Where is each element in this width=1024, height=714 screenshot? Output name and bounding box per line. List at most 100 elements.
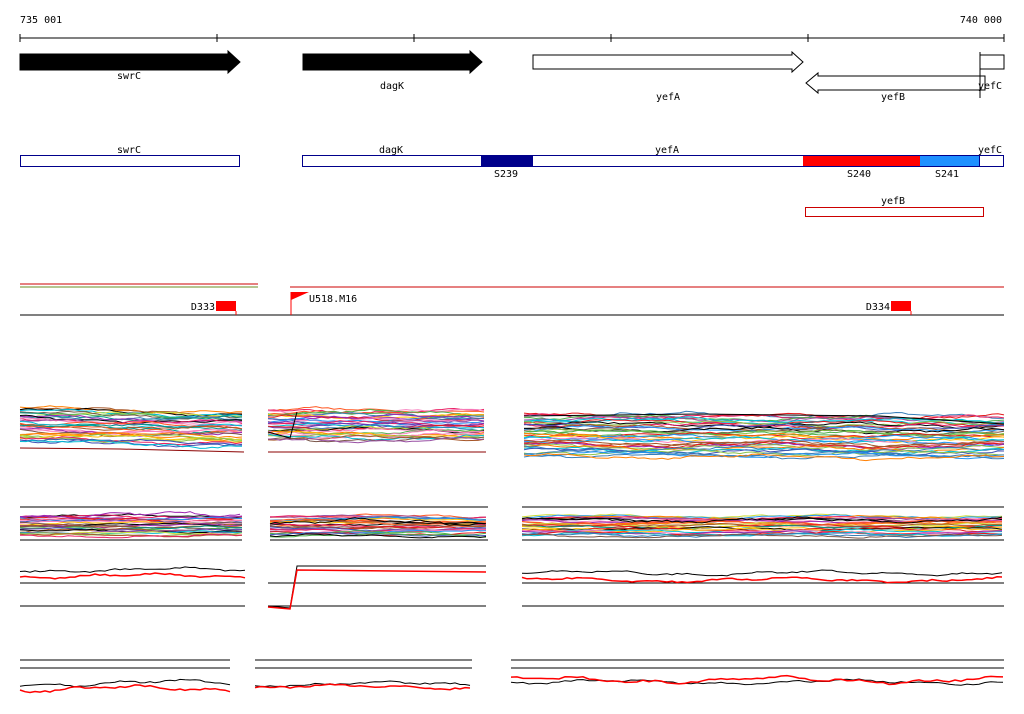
signal-trace	[521, 533, 1003, 539]
feature-D334[interactable]: D334	[866, 301, 912, 315]
antisense-label: yefB	[881, 196, 905, 207]
gene-dagK[interactable]: dagK	[302, 49, 483, 92]
signal-trace	[19, 415, 243, 422]
signal-trace	[523, 441, 1005, 450]
signal-trace	[19, 434, 243, 443]
feature-label: D334	[866, 302, 890, 313]
segment-track: swrC dagK yefA yefC S239 S240 S241 yefB	[20, 145, 1004, 217]
signal-trace	[19, 526, 243, 533]
gene-label: dagK	[380, 81, 404, 92]
transcript-label: swrC	[117, 145, 141, 156]
gene-yefB[interactable]: yefB	[805, 71, 986, 103]
signal-trace	[523, 430, 1005, 439]
signal-trace	[19, 438, 243, 448]
signal-trace	[521, 569, 1003, 577]
feature-label: U518.M16	[309, 294, 357, 305]
signal-trace	[19, 566, 246, 573]
signal-trace	[523, 447, 1005, 456]
signal-trace	[523, 420, 1005, 428]
signal-trace	[269, 521, 487, 527]
coordinate-ruler: 735 001 740 000	[19, 15, 1005, 42]
signal-trace	[267, 410, 485, 419]
signal-trace	[267, 427, 485, 435]
signal-trace	[521, 576, 1003, 584]
signal-trace	[523, 451, 1005, 460]
transcript-label: dagK	[379, 145, 403, 156]
signal-trace	[19, 511, 241, 519]
antisense-yefB[interactable]	[805, 207, 984, 217]
feature-track: D333 U518.M16 D334	[20, 283, 1004, 316]
signal-trace	[19, 572, 246, 580]
signal-trace	[19, 523, 243, 529]
gene-arrow[interactable]	[805, 71, 986, 95]
feature-box[interactable]	[891, 301, 911, 311]
signal-trace	[267, 414, 485, 422]
signal-trace	[19, 678, 231, 688]
signal-trace	[523, 452, 1005, 460]
gene-arrow[interactable]	[302, 49, 483, 75]
gene-yefC[interactable]: yefC	[978, 52, 1005, 98]
gene-yefA[interactable]: yefA	[532, 50, 804, 103]
gene-label: yefB	[881, 92, 905, 103]
segment-S240[interactable]	[803, 156, 920, 166]
signal-trace	[254, 683, 471, 691]
segment-S241[interactable]	[920, 156, 979, 166]
signal-trace	[267, 413, 485, 421]
gene-label: swrC	[117, 71, 141, 82]
signal-trace	[510, 678, 1004, 686]
feature-box[interactable]	[216, 301, 236, 311]
end-coordinate: 740 000	[960, 15, 1002, 26]
gene-swrC[interactable]: swrC	[19, 49, 241, 82]
feature-label: D333	[191, 302, 215, 313]
signal-trace	[268, 417, 485, 425]
signal-trace	[510, 674, 1004, 686]
feature-U518[interactable]: U518.M16	[290, 292, 357, 315]
signal-trace	[19, 438, 243, 446]
gene-arrow[interactable]	[979, 54, 1005, 70]
signal-trace	[254, 680, 471, 688]
signal-trace	[523, 416, 1005, 425]
signal-trace	[269, 527, 487, 533]
segment-label: S240	[847, 169, 871, 180]
signal-trace	[19, 424, 243, 434]
signal-trace	[267, 419, 485, 427]
signal-trace	[19, 412, 242, 422]
gene-track: swrC dagK yefA yefB yefC	[19, 49, 1005, 103]
signal-trace	[269, 517, 486, 526]
gene-label: yefA	[656, 92, 680, 103]
signal-trace	[19, 428, 243, 435]
signal-trace	[19, 531, 243, 536]
segment-label: S241	[935, 169, 959, 180]
signal-trace	[521, 516, 1003, 524]
signal-trace	[267, 569, 487, 610]
transcript-label: yefC	[978, 145, 1002, 156]
expression-signal-panels	[19, 405, 1005, 694]
start-coordinate: 735 001	[20, 15, 62, 26]
segment-label: S239	[494, 169, 518, 180]
segment-S239[interactable]	[481, 156, 533, 166]
transcript-yefC[interactable]	[979, 155, 1004, 167]
signal-trace	[19, 447, 245, 453]
signal-trace	[269, 525, 487, 530]
feature-D333[interactable]: D333	[191, 301, 237, 315]
signal-trace	[19, 412, 243, 422]
signal-trace	[268, 436, 485, 444]
signal-trace	[267, 434, 485, 442]
signal-trace	[523, 413, 1005, 425]
transcript-label: yefA	[655, 145, 679, 156]
gene-arrow[interactable]	[532, 50, 804, 74]
signal-trace	[19, 533, 243, 538]
signal-trace	[267, 407, 485, 415]
gene-arrow[interactable]	[19, 49, 241, 75]
transcript-swrC[interactable]	[20, 155, 240, 167]
signal-trace	[269, 532, 487, 538]
signal-trace	[523, 453, 1005, 462]
signal-trace	[269, 533, 487, 539]
signal-trace	[267, 411, 298, 439]
signal-trace	[521, 520, 1003, 526]
signal-trace	[267, 428, 485, 435]
gene-label: yefC	[978, 81, 1002, 92]
signal-trace	[267, 408, 485, 417]
flag-icon[interactable]	[291, 292, 309, 300]
